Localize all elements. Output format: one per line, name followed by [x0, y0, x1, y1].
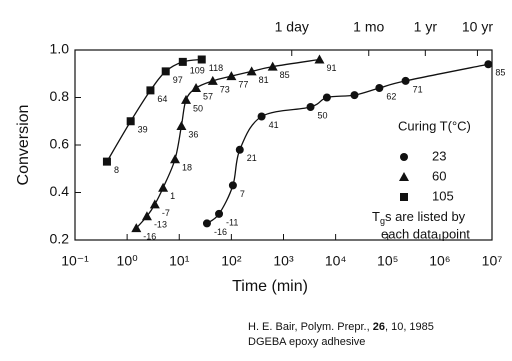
marker	[170, 154, 181, 164]
y-tick-label: 0.4	[50, 183, 70, 199]
data-label: 73	[220, 84, 230, 94]
legend-note-line2: each data point	[381, 226, 470, 241]
citation: H. E. Bair, Polym. Prepr., 26, 10, 1985	[248, 321, 434, 333]
marker	[322, 93, 331, 102]
marker	[306, 103, 315, 111]
legend-note-t: T	[372, 209, 380, 224]
marker	[102, 157, 111, 166]
legend-note-sub: g	[380, 216, 385, 226]
x2-tick-label: 1 day	[275, 19, 309, 35]
legend-label: 23	[432, 148, 446, 163]
marker	[178, 57, 187, 66]
x-tick-label: 10³	[273, 253, 294, 269]
marker	[161, 67, 170, 76]
marker	[146, 86, 155, 95]
x-tick-label: 10¹	[169, 253, 190, 269]
marker	[158, 182, 169, 192]
data-label: 85	[280, 70, 290, 80]
marker	[226, 71, 237, 81]
marker	[131, 223, 142, 233]
data-label: 64	[157, 94, 167, 104]
x-tick-label: 10⁷	[482, 253, 503, 269]
marker	[401, 76, 410, 85]
data-label: -11	[226, 217, 238, 227]
data-label: 50	[318, 110, 328, 120]
marker	[400, 153, 408, 161]
legend-title: Curing T(°C)	[398, 118, 471, 133]
y-tick-label: 1.0	[50, 41, 70, 57]
y-axis-label: Conversion	[15, 105, 32, 186]
data-label: 39	[138, 125, 148, 135]
legend-label: 105	[432, 188, 454, 203]
x-tick-label: 10⁰	[117, 253, 139, 269]
x-tick-label: 10²	[221, 253, 242, 269]
data-label: 118	[209, 63, 223, 73]
data-label: 1	[170, 191, 175, 201]
data-label: 18	[182, 163, 192, 173]
x-tick-label: 10⁴	[325, 253, 347, 269]
marker	[400, 193, 408, 201]
citation-line2: DGEBA epoxy adhesive	[248, 336, 365, 348]
data-label: 81	[259, 75, 269, 85]
marker	[181, 94, 192, 104]
x2-tick-label: 1 mo	[353, 19, 384, 35]
citation-post: , 10, 1985	[385, 321, 434, 333]
marker	[257, 112, 266, 121]
data-label: 21	[247, 153, 257, 163]
marker	[399, 172, 409, 181]
marker	[176, 121, 187, 130]
x2-tick-label: 1 yr	[414, 19, 438, 35]
x-tick-label: 10⁶	[429, 253, 450, 269]
y-tick-label: 0.2	[50, 231, 70, 247]
marker	[235, 145, 244, 154]
data-label: 71	[413, 84, 423, 94]
data-label: -13	[154, 220, 167, 230]
x-axis-label: Time (min)	[232, 278, 308, 295]
marker	[207, 75, 218, 85]
marker	[126, 117, 135, 126]
data-label: 62	[386, 91, 396, 101]
data-label: -7	[162, 208, 170, 218]
data-label: 50	[193, 103, 203, 113]
data-label: 97	[173, 75, 183, 85]
x-tick-label: 10⁵	[377, 253, 398, 269]
x2-tick-label: 10 yr	[462, 19, 493, 35]
marker	[197, 55, 206, 64]
data-label: 85	[495, 68, 505, 78]
marker	[141, 211, 152, 221]
legend-label: 60	[432, 168, 446, 183]
data-label: 57	[203, 91, 213, 101]
citation-bold: 26	[373, 321, 385, 333]
data-label: 77	[238, 80, 248, 90]
data-label: -16	[143, 232, 156, 242]
data-label: 109	[190, 65, 205, 75]
data-label: 41	[269, 120, 279, 130]
marker	[202, 219, 211, 228]
data-label: 36	[188, 129, 198, 139]
data-label: 7	[240, 189, 245, 199]
marker	[314, 54, 325, 64]
legend-note-rest: s are listed by	[385, 209, 466, 224]
marker	[215, 209, 224, 218]
marker	[191, 83, 202, 92]
y-tick-label: 0.8	[50, 88, 70, 104]
citation-pre: H. E. Bair, Polym. Prepr.,	[248, 321, 373, 333]
series-line	[106, 58, 202, 162]
x-tick-label: 10⁻¹	[61, 253, 89, 269]
marker	[246, 66, 257, 76]
marker	[228, 181, 237, 190]
legend-note: Tgs are listed by	[372, 209, 466, 226]
data-label: 8	[114, 165, 119, 175]
data-label: 91	[326, 63, 336, 73]
marker	[484, 60, 493, 69]
data-label: -16	[214, 227, 227, 237]
marker	[267, 61, 278, 71]
marker	[149, 199, 160, 209]
marker	[350, 91, 359, 100]
marker	[375, 84, 384, 92]
y-tick-label: 0.6	[50, 136, 70, 152]
